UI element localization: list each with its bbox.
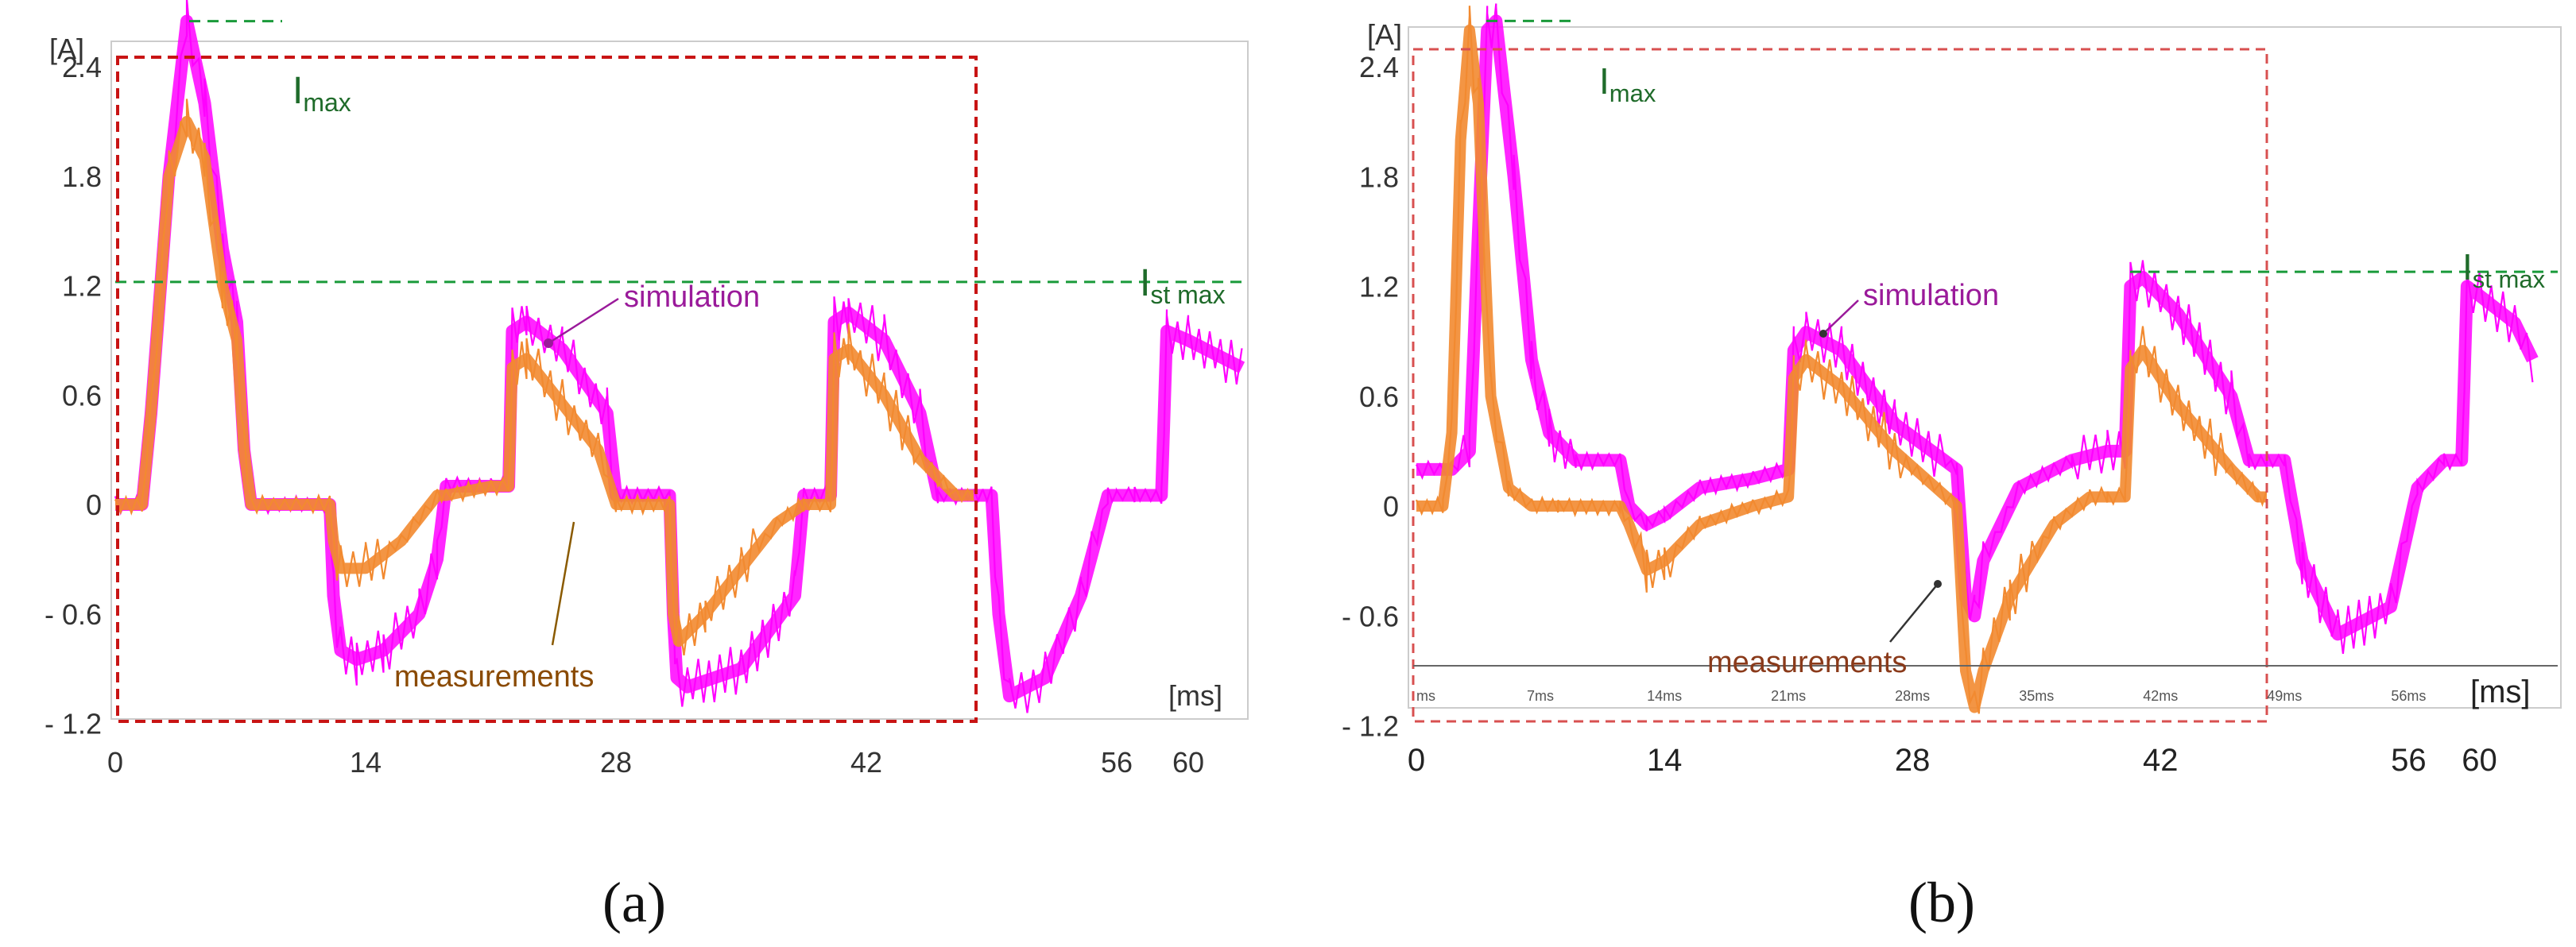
panel-b-frame <box>1408 26 2562 709</box>
simulation-trace <box>1416 14 2539 641</box>
y-tick-label: 2.4 <box>62 51 102 83</box>
inner-tick-label: 21ms <box>1771 688 1806 704</box>
panel-b-measurement-series <box>1415 6 2268 714</box>
panel-b: 2.4 1.8 1.2 0.6 0 - 0.6 - 1.2 0 14 28 42… <box>1342 3 2562 778</box>
ist-max-label: Ist max <box>1140 262 1226 309</box>
simulation-pointer <box>1823 300 1859 334</box>
x-tick-label: 14 <box>1647 743 1683 778</box>
x-unit-label: [ms] <box>1168 679 1222 712</box>
ist-max-label: Ist max <box>2462 246 2546 293</box>
y-tick-label: - 0.6 <box>1342 600 1399 632</box>
x-tick-label: 0 <box>107 746 123 779</box>
inner-tick-label: 7ms <box>1527 688 1554 704</box>
inner-tick-label: 35ms <box>2019 688 2054 704</box>
panel-a-measurement-series <box>114 99 974 655</box>
x-tick-label: 14 <box>350 746 382 779</box>
y-tick-label: - 1.2 <box>1342 710 1399 743</box>
y-tick-label: - 0.6 <box>45 598 102 631</box>
panel-a-frame <box>110 41 1249 720</box>
y-tick-label: 0 <box>86 489 102 521</box>
measurements-label: measurements <box>394 660 594 694</box>
measurements-ripple <box>114 99 974 655</box>
measurements-pointer <box>1889 583 1939 643</box>
x-tick-label: 56 <box>2391 743 2427 778</box>
imax-label: Imax <box>292 70 351 117</box>
panel-a-caption: (a) <box>602 871 666 934</box>
simulation-pointer <box>548 297 619 345</box>
y-tick-label: 0 <box>1383 490 1399 523</box>
simulation-label: simulation <box>624 280 760 314</box>
x-tick-label: 0 <box>1408 743 1425 778</box>
x-tick-label: 42 <box>850 746 882 779</box>
x-tick-label: 60 <box>1172 746 1204 779</box>
y-tick-label: 1.8 <box>1359 160 1399 193</box>
y-tick-label: 0.6 <box>1359 381 1399 413</box>
panel-b-simulation-series <box>1415 3 2539 655</box>
panel-a-simulation-series <box>114 0 1245 713</box>
x-tick-label: 60 <box>2462 743 2497 778</box>
simulation-ripple <box>1415 3 2534 655</box>
panel-a: 2.4 1.8 1.2 0.6 0 - 0.6 - 1.2 0 14 28 42… <box>45 0 1249 779</box>
x-unit-label: [ms] <box>2470 674 2531 709</box>
y-unit-label: [A] <box>49 33 84 65</box>
inner-tick-label: 56ms <box>2391 688 2426 704</box>
y-tick-label: 2.4 <box>1359 51 1399 83</box>
measurements-ripple <box>1415 6 2268 714</box>
panel-a-analysis-window <box>116 56 978 723</box>
inner-tick-label: 28ms <box>1895 688 1930 704</box>
x-tick-label: 42 <box>2143 743 2179 778</box>
y-unit-label: [A] <box>1367 18 1402 51</box>
simulation-label: simulation <box>1863 279 1999 312</box>
y-tick-label: 0.6 <box>62 379 102 412</box>
simulation-trace <box>115 14 1245 703</box>
y-tick-label: 1.8 <box>62 160 102 193</box>
measurements-trace <box>115 115 974 647</box>
x-tick-label: 28 <box>600 746 632 779</box>
measurements-trace <box>1416 24 2267 713</box>
measurements-label: measurements <box>1707 646 1907 679</box>
simulation-pointer-dot <box>1819 330 1827 338</box>
measurements-pointer <box>551 521 575 646</box>
x-tick-label: 56 <box>1101 746 1133 779</box>
panel-b-caption: (b) <box>1908 871 1975 934</box>
y-tick-label: - 1.2 <box>45 708 102 740</box>
inner-tick-label: 42ms <box>2143 688 2178 704</box>
y-tick-label: 1.2 <box>62 270 102 303</box>
inner-tick-label: 14ms <box>1647 688 1682 704</box>
inner-tick-label: ms <box>1416 688 1435 704</box>
imax-label: Imax <box>1599 60 1656 107</box>
simulation-pointer-dot <box>544 338 553 348</box>
y-tick-label: 1.2 <box>1359 271 1399 303</box>
x-tick-label: 28 <box>1895 743 1931 778</box>
measurements-pointer-dot <box>1934 580 1942 588</box>
inner-tick-label: 49ms <box>2267 688 2302 704</box>
